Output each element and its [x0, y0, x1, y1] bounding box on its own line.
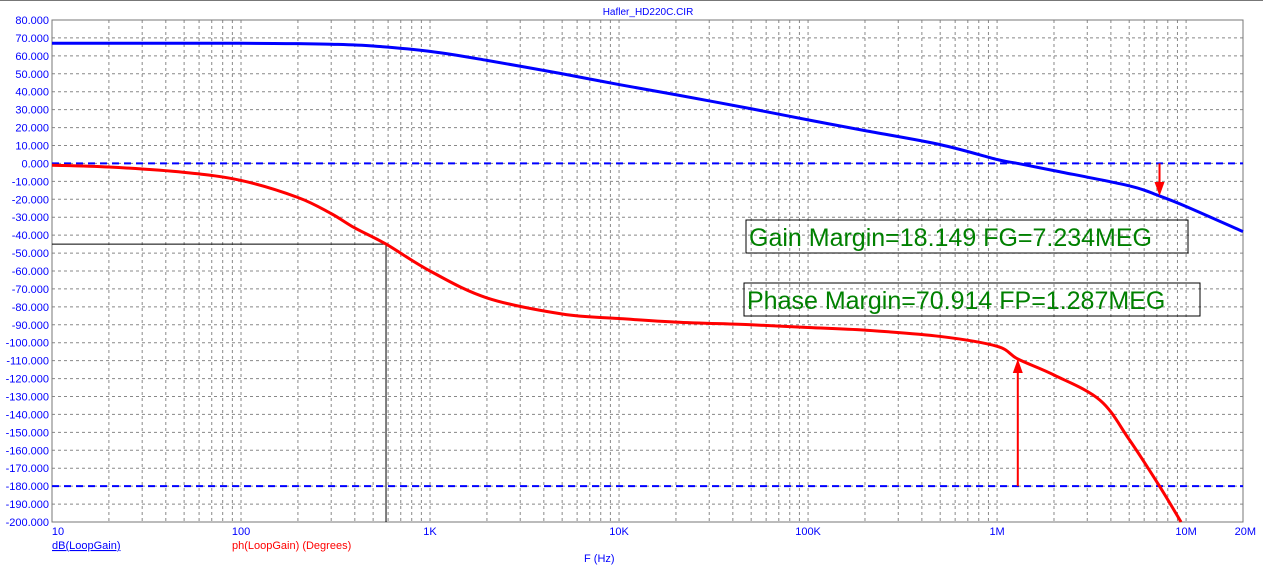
y-tick-label: -110.000	[6, 356, 49, 368]
x-axis-ticks: 10 100 1K 10K 100K 1M 10M 20M	[52, 526, 1256, 538]
x-tick-label: 1K	[423, 526, 437, 538]
y-tick-label: -150.000	[6, 427, 49, 439]
x-tick-label: 1M	[989, 526, 1004, 538]
y-tick-label: -170.000	[6, 463, 49, 475]
y-tick-label: -180.000	[6, 481, 49, 493]
x-tick-label: 20M	[1235, 526, 1256, 538]
reference-lines	[52, 162, 1243, 488]
plot-frame	[51, 19, 1244, 523]
y-tick-label: -10.000	[12, 176, 49, 188]
y-tick-label: 10.000	[15, 141, 49, 153]
y-tick-label: 30.000	[15, 105, 49, 117]
y-tick-label: -100.000	[6, 338, 49, 350]
gain-curve	[51, 41, 1244, 233]
x-tick-label: 100K	[795, 526, 821, 538]
phase-margin-label: Phase Margin=70.914 FP=1.287MEG	[743, 282, 1201, 317]
y-axis-ticks: 80.000 70.000 60.000 50.000 40.000 30.000 20.0…	[6, 15, 49, 529]
y-tick-label: -120.000	[6, 374, 49, 386]
y-tick-label: -50.000	[12, 248, 49, 260]
y-tick-label: -160.000	[6, 445, 49, 457]
x-tick-label: 10K	[609, 526, 629, 538]
y-tick-label: -20.000	[12, 194, 49, 206]
x-tick-label: 10	[52, 526, 64, 538]
gain-margin-label: Gain Margin=18.149 FG=7.234MEG	[745, 219, 1189, 254]
y-tick-label: 70.000	[15, 33, 49, 45]
legend-phase[interactable]: ph(LoopGain) (Degrees)	[232, 540, 351, 552]
y-tick-label: 20.000	[15, 123, 49, 135]
y-tick-label: -30.000	[12, 212, 49, 224]
cursor-line	[52, 243, 387, 522]
margin-arrows	[1012, 163, 1165, 487]
y-tick-label: 50.000	[15, 69, 49, 81]
legend-gain[interactable]: dB(LoopGain)	[52, 540, 121, 552]
y-tick-label: -90.000	[12, 320, 49, 332]
phase-margin-arrow-head	[1012, 359, 1023, 374]
y-tick-label: 40.000	[15, 87, 49, 99]
x-tick-label: 10M	[1175, 526, 1196, 538]
y-tick-label: -140.000	[6, 409, 49, 421]
phase-margin-text: Phase Margin=70.914 FP=1.287MEG	[747, 287, 1165, 315]
y-tick-label: -60.000	[12, 266, 49, 278]
y-tick-label: 0.000	[21, 158, 49, 170]
chart-title: Hafler_HD220C.CIR	[603, 7, 694, 18]
y-tick-label: -70.000	[12, 284, 49, 296]
y-tick-label: -200.000	[6, 517, 49, 529]
y-tick-label: -190.000	[6, 499, 49, 511]
x-tick-label: 100	[232, 526, 250, 538]
cursor-crosshair	[52, 243, 387, 522]
y-tick-label: -40.000	[12, 230, 49, 242]
grid	[51, 19, 1244, 523]
phase-curve	[51, 163, 1183, 523]
x-axis-label: F (Hz)	[584, 553, 615, 565]
y-tick-label: -130.000	[6, 392, 49, 404]
y-tick-label: 60.000	[15, 51, 49, 63]
gain-margin-arrow-head	[1154, 181, 1165, 196]
series-group	[51, 41, 1244, 523]
y-tick-label: 80.000	[15, 15, 49, 27]
y-tick-label: -80.000	[12, 302, 49, 314]
gain-margin-text: Gain Margin=18.149 FG=7.234MEG	[749, 224, 1152, 252]
